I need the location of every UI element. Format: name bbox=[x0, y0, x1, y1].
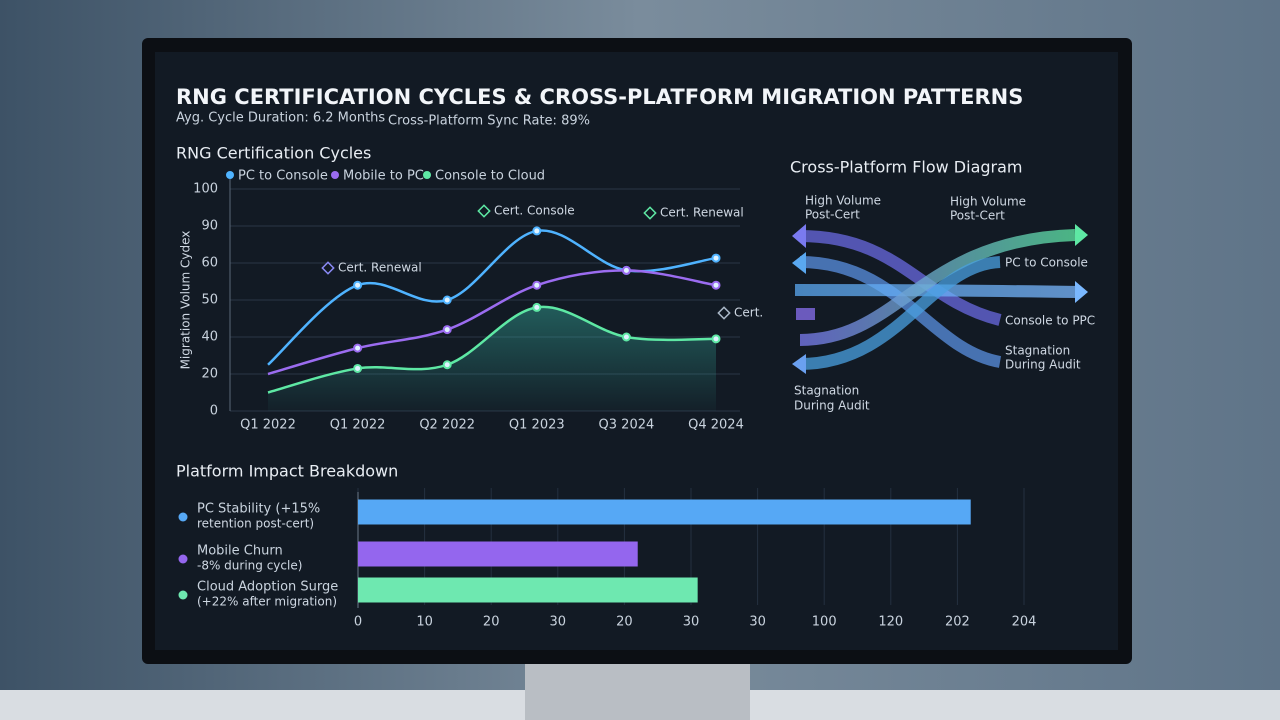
flow-band bbox=[799, 256, 1001, 370]
flow-label: High Volume bbox=[805, 194, 881, 208]
annotation: Cert. Console bbox=[494, 204, 575, 218]
marker bbox=[353, 280, 363, 290]
x-tick-label: 204 bbox=[1012, 615, 1037, 630]
marker bbox=[621, 332, 631, 342]
x-tick-label: 100 bbox=[812, 615, 837, 630]
x-tick-label: 0 bbox=[354, 615, 362, 630]
flow-label: Console to PPC bbox=[1005, 314, 1095, 328]
y-axis-label: Migration Volum Cydex bbox=[179, 231, 193, 370]
y-tick-label: 40 bbox=[201, 330, 218, 345]
legend-label: Console to Cloud bbox=[435, 169, 545, 184]
bar-label: PC Stability (+15% bbox=[197, 502, 320, 517]
section-title: RNG Certification Cycles bbox=[176, 144, 371, 163]
section-title: Platform Impact Breakdown bbox=[176, 462, 398, 481]
flow-label: Post-Cert bbox=[805, 208, 860, 222]
marker bbox=[353, 343, 363, 353]
line bbox=[267, 269, 717, 376]
marker bbox=[442, 325, 452, 335]
flow-band bbox=[799, 229, 1076, 346]
x-tick-label: 20 bbox=[483, 615, 500, 630]
arrowhead bbox=[1075, 281, 1088, 303]
marker bbox=[532, 280, 542, 290]
stat: Cross-Platform Sync Rate: 89% bbox=[388, 114, 590, 129]
x-tick-label: Q1 2023 bbox=[509, 418, 565, 433]
legend-swatch bbox=[423, 171, 431, 179]
annotation: Cert. Renewal bbox=[338, 261, 422, 275]
x-tick-label: Q1 2022 bbox=[330, 418, 386, 433]
marker bbox=[442, 360, 452, 370]
marker bbox=[711, 280, 721, 290]
marker bbox=[621, 265, 631, 275]
section-title: Cross-Platform Flow Diagram bbox=[790, 158, 1023, 177]
x-tick-label: Q1 2022 bbox=[240, 418, 296, 433]
y-tick-label: 0 bbox=[210, 404, 218, 419]
flow-bands bbox=[794, 229, 1081, 370]
marker bbox=[532, 226, 542, 236]
annotation-icon bbox=[321, 261, 335, 275]
legend-dot bbox=[178, 590, 188, 600]
flow-label: High Volume bbox=[950, 195, 1026, 209]
y-tick-label: 20 bbox=[201, 367, 218, 382]
annotation-icon bbox=[477, 204, 491, 218]
x-tick-label: Q2 2022 bbox=[419, 418, 475, 433]
marker bbox=[711, 334, 721, 344]
legend-dot bbox=[178, 554, 188, 564]
x-tick-label: Q3 2024 bbox=[599, 418, 655, 433]
x-tick-label: Q4 2024 bbox=[688, 418, 744, 433]
bar bbox=[358, 541, 638, 567]
legend-label: Mobile to PC bbox=[343, 169, 424, 184]
y-tick-label: 50 bbox=[201, 293, 218, 308]
line bbox=[267, 305, 717, 394]
bar-label: retention post-cert) bbox=[197, 517, 314, 531]
bar bbox=[358, 499, 971, 525]
flow-label: Stagnation bbox=[794, 384, 859, 398]
marker bbox=[353, 363, 363, 373]
x-tick-label: 30 bbox=[749, 615, 766, 630]
flow-label: PC to Console bbox=[1005, 256, 1088, 270]
legend-swatch bbox=[331, 171, 339, 179]
arrowhead bbox=[792, 252, 806, 274]
bar-label: (+22% after migration) bbox=[197, 595, 337, 609]
flow-arrowheads bbox=[792, 224, 1088, 374]
y-tick-label: 100 bbox=[193, 182, 218, 197]
dashboard-title: RNG CERTIFICATION CYCLES & CROSS-PLATFOR… bbox=[176, 85, 1023, 109]
x-tick-label: 120 bbox=[878, 615, 903, 630]
y-tick-label: 90 bbox=[201, 219, 218, 234]
x-tick-label: 30 bbox=[683, 615, 700, 630]
marker bbox=[532, 302, 542, 312]
legend-label: PC to Console bbox=[238, 169, 328, 184]
flow-label: During Audit bbox=[794, 399, 870, 413]
marker bbox=[711, 253, 721, 263]
legend-dot bbox=[178, 512, 188, 522]
legend-swatch bbox=[226, 171, 234, 179]
area bbox=[268, 306, 716, 411]
arrowhead bbox=[792, 224, 806, 248]
bar-label: Cloud Adoption Surge bbox=[197, 580, 338, 595]
x-tick-label: 20 bbox=[616, 615, 633, 630]
annotation-icon bbox=[643, 206, 657, 220]
bar-label: -8% during cycle) bbox=[197, 559, 302, 573]
flow-label: Post-Cert bbox=[950, 209, 1005, 223]
y-tick-label: 60 bbox=[201, 256, 218, 271]
annotation: Cert. bbox=[734, 306, 763, 320]
flow-label: Stagnation bbox=[1005, 344, 1070, 358]
bar bbox=[358, 577, 698, 603]
x-tick-label: 10 bbox=[416, 615, 433, 630]
x-tick-label: 30 bbox=[550, 615, 567, 630]
x-tick-label: 202 bbox=[945, 615, 970, 630]
flow-band bbox=[799, 230, 1002, 326]
stand bbox=[525, 660, 750, 720]
annotation-icon bbox=[717, 306, 731, 320]
arrowhead bbox=[1075, 224, 1088, 246]
stat: Ayg. Cycle Duration: 6.2 Months bbox=[176, 111, 385, 126]
arrowhead bbox=[792, 354, 806, 374]
marker bbox=[442, 295, 452, 305]
annotation: Cert. Renewal bbox=[660, 206, 744, 220]
flow-label: During Audit bbox=[1005, 358, 1081, 372]
bar-label: Mobile Churn bbox=[197, 544, 283, 559]
